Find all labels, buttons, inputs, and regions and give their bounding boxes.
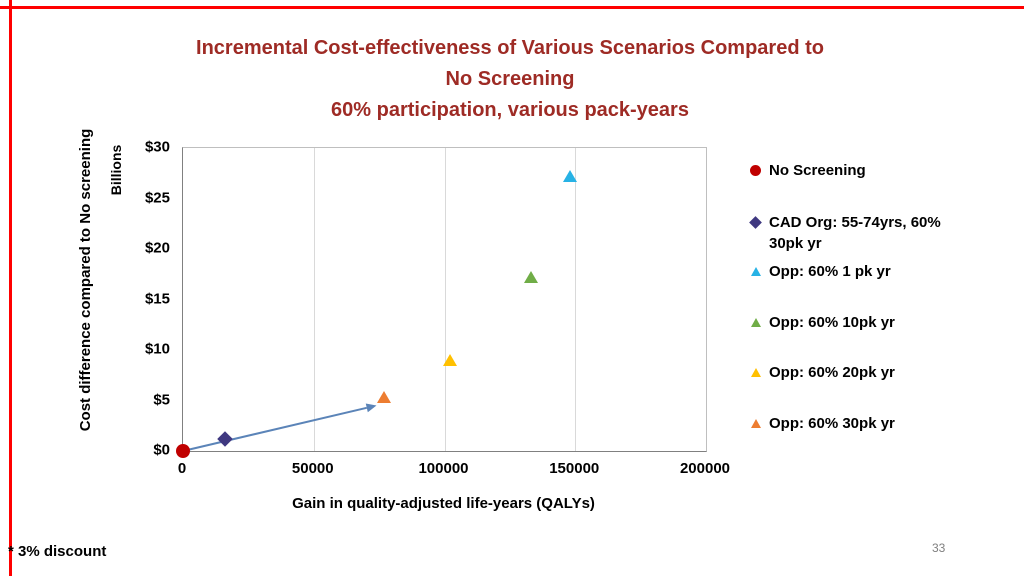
discount-footnote: * 3% discount xyxy=(8,543,107,560)
gridline xyxy=(313,148,315,451)
legend-item: CAD Org: 55-74yrs, 60% 30pk yr xyxy=(748,212,941,254)
x-tick-label: 150000 xyxy=(549,460,600,477)
chart-title-line-3: 60% participation, various pack-years xyxy=(331,99,689,121)
x-tick-label: 50000 xyxy=(291,460,334,477)
y-tick-label: $30 xyxy=(144,138,170,156)
y-tick-label: $0 xyxy=(153,441,170,459)
diamond-marker xyxy=(749,216,762,229)
slide-accent-border-left xyxy=(9,0,12,576)
legend-item: Opp: 60% 30pk yr xyxy=(748,413,895,434)
x-axis-title: Gain in quality-adjusted life-years (QAL… xyxy=(292,495,595,512)
triangle-marker xyxy=(750,368,761,377)
triangle-marker xyxy=(563,170,578,183)
legend-item: Opp: 60% 20pk yr xyxy=(748,362,895,383)
legend-marker-box xyxy=(748,413,763,434)
diamond-marker xyxy=(217,431,233,447)
x-axis-tick-labels: 0 50000 100000 150000 200000 xyxy=(178,460,730,480)
gridline xyxy=(444,148,446,451)
chart-title-line-1: Incremental Cost-effectiveness of Variou… xyxy=(196,37,824,59)
y-axis-title: Cost difference compared to No screening xyxy=(77,128,94,432)
legend-marker-box xyxy=(748,362,763,383)
legend-marker-box xyxy=(748,212,763,233)
legend-label: CAD Org: 55-74yrs, 60% 30pk yr xyxy=(769,214,941,252)
legend-label: Opp: 60% 30pk yr xyxy=(769,415,895,432)
x-tick-label: 200000 xyxy=(679,460,731,477)
y-tick-label: $5 xyxy=(153,391,170,408)
legend-marker-box xyxy=(748,160,763,181)
y-tick-label: $20 xyxy=(144,239,170,257)
gridline xyxy=(575,148,577,451)
legend-item: Opp: 60% 10pk yr xyxy=(748,312,895,333)
triangle-marker xyxy=(377,391,392,404)
triangle-marker xyxy=(750,419,761,428)
y-tick-label: $10 xyxy=(144,340,170,358)
legend-label: No Screening xyxy=(769,162,866,179)
y-axis-tick-labels: $0 $5 $10 $15 $20 $25 $30 xyxy=(108,139,170,459)
triangle-marker xyxy=(442,354,457,367)
legend-item: No Screening xyxy=(748,160,866,181)
triangle-marker xyxy=(750,318,761,327)
y-tick-label: $25 xyxy=(144,189,170,206)
chart-title-line-2: No Screening xyxy=(445,68,575,90)
legend-label: Opp: 60% 1 pk yr xyxy=(769,263,891,280)
x-tick-label: 100000 xyxy=(418,460,469,477)
page-number: 33 xyxy=(932,541,946,555)
chart-title: Incremental Cost-effectiveness of Variou… xyxy=(130,33,890,126)
legend-marker-box xyxy=(748,312,763,333)
plot-area xyxy=(176,147,707,458)
x-tick-label: 0 xyxy=(177,460,187,477)
circle-marker xyxy=(750,165,761,176)
circle-marker xyxy=(176,444,190,458)
y-tick-label: $15 xyxy=(144,290,170,307)
legend-marker-box xyxy=(748,261,763,282)
legend-label: Opp: 60% 10pk yr xyxy=(769,314,895,331)
legend-label: Opp: 60% 20pk yr xyxy=(769,364,895,381)
slide-accent-border-top xyxy=(0,6,1024,9)
legend-item: Opp: 60% 1 pk yr xyxy=(748,261,891,282)
triangle-marker xyxy=(750,267,761,276)
triangle-marker xyxy=(523,271,538,284)
